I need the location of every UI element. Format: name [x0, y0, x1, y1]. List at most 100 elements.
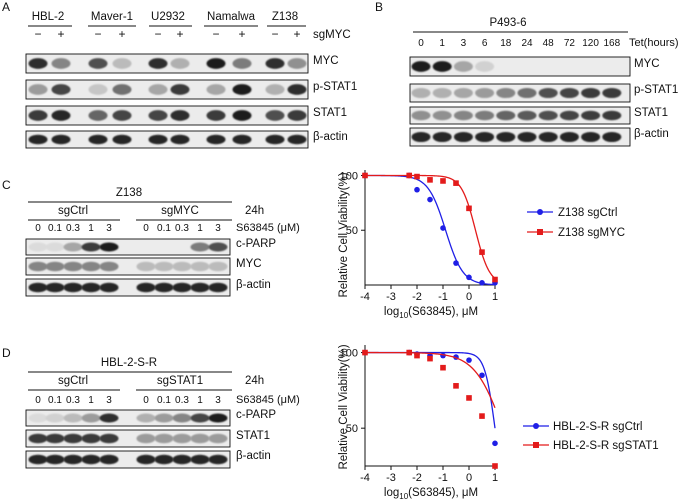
blot-band: [63, 413, 83, 423]
x-tick-label: -4: [360, 291, 370, 303]
blot-band: [206, 134, 226, 145]
blot-band: [517, 131, 537, 143]
time-label: 24h: [245, 375, 264, 387]
blot-band: [51, 110, 71, 121]
blot-band: [265, 84, 285, 95]
blot-band: [112, 110, 132, 121]
blot-band: [28, 242, 48, 252]
blot-band: [81, 413, 101, 423]
row-label: β-actin: [236, 279, 271, 291]
row-label: STAT1: [236, 430, 270, 442]
legend-label: HBL-2-S-R sgSTAT1: [553, 440, 659, 452]
dose-tick-label: 1: [88, 395, 94, 406]
blot-band: [99, 454, 119, 465]
blot-band: [172, 261, 192, 272]
time-tick-label: 1: [439, 38, 445, 49]
dose-tick-label: 0: [143, 395, 149, 406]
blot-band: [81, 261, 101, 272]
blot-band: [51, 58, 71, 69]
x-tick-label: -2: [412, 291, 422, 303]
dose-tick-label: 0.1: [157, 395, 171, 406]
blot-band: [581, 110, 601, 121]
time-label: 24h: [245, 205, 264, 217]
minus-marker: −: [212, 27, 219, 41]
row-label: STAT1: [313, 107, 347, 119]
blot-band: [475, 131, 495, 143]
blot-band: [190, 261, 210, 272]
data-point: [427, 177, 433, 183]
blot-band: [88, 58, 108, 69]
blot-band: [538, 131, 558, 143]
blot-band: [154, 433, 174, 444]
blot-band: [170, 58, 190, 69]
blot-band: [136, 454, 156, 465]
blot-band: [88, 84, 108, 95]
blot-band: [45, 282, 65, 293]
blot-band: [154, 282, 174, 293]
blot-band: [208, 433, 228, 444]
blot-band: [112, 84, 132, 95]
data-point: [362, 349, 368, 356]
y-tick-label: 100: [340, 170, 358, 182]
blot-panel-c: [25, 238, 231, 297]
blot-band: [287, 58, 307, 69]
data-point: [427, 196, 433, 203]
blot-band: [170, 110, 190, 121]
time-tick-label: 48: [543, 38, 555, 49]
dose-tick-label: 0.3: [175, 223, 189, 234]
blot-band: [45, 454, 65, 465]
data-point: [453, 180, 459, 186]
data-point: [427, 355, 433, 362]
blot-band: [63, 261, 83, 272]
blot-band: [265, 134, 285, 145]
dose-label: S63845 (μM): [236, 394, 300, 406]
x-tick-label: 0: [466, 291, 472, 303]
row-label: c-PARP: [236, 238, 276, 250]
plus-marker: +: [118, 27, 125, 41]
blot-band: [28, 110, 48, 121]
time-tick-label: 72: [564, 38, 576, 49]
panel-c: C Z138 sgCtrl sgMYC 24h 0 0.1 0.3 1 3 0 0.1 0.3…: [2, 178, 300, 297]
blot-band: [63, 454, 83, 465]
blot-band: [81, 282, 101, 293]
blot-panel-a: [25, 53, 309, 149]
dose-tick-label: 1: [197, 223, 203, 234]
blot-band: [170, 134, 190, 145]
panel-c-letter: C: [2, 178, 11, 192]
minus-marker: −: [154, 27, 161, 41]
viability-chart-z138: Relative Cell Viability(%) log10(S63845)…: [338, 170, 625, 320]
blot-band: [148, 134, 168, 145]
blot-panel-b: [409, 56, 631, 147]
blot-band: [99, 433, 119, 444]
dose-tick-label: 0.1: [157, 223, 171, 234]
blot-band: [265, 110, 285, 121]
data-point: [466, 395, 472, 401]
minus-marker: −: [94, 27, 101, 41]
panel-a: A HBL-2 Maver-1 U2932 Namalwa Z138 − + −…: [2, 0, 357, 149]
time-tick-label: 6: [482, 38, 488, 49]
blot-band: [559, 110, 579, 121]
panel-b: B P493-6 0 1 3 6 18 24 48 72 120 168 Tet(hours) M…: [375, 0, 679, 147]
dose-tick-label: 0: [143, 223, 149, 234]
blot-band: [136, 433, 156, 444]
cell-line-label: Z138: [116, 187, 142, 199]
treatment-label: sgMYC: [313, 29, 351, 41]
data-point: [479, 280, 485, 286]
blot-band: [88, 134, 108, 145]
row-label: MYC: [634, 58, 660, 70]
data-point: [492, 463, 498, 469]
blot-band: [208, 261, 228, 272]
data-point: [406, 172, 412, 179]
blot-panel-d: [25, 409, 231, 469]
panel-a-letter: A: [2, 0, 10, 14]
blot-band: [63, 282, 83, 293]
blot-band: [136, 261, 156, 272]
row-label: STAT1: [634, 107, 668, 119]
cell-line-label: P493-6: [489, 17, 526, 29]
y-tick-label: 50: [346, 423, 358, 435]
blot-band: [112, 58, 132, 69]
legend-label: HBL-2-S-R sgCtrl: [553, 421, 642, 433]
plus-marker: −: [271, 27, 278, 41]
dose-tick-label: 0.1: [48, 223, 62, 234]
blot-band: [559, 131, 579, 143]
